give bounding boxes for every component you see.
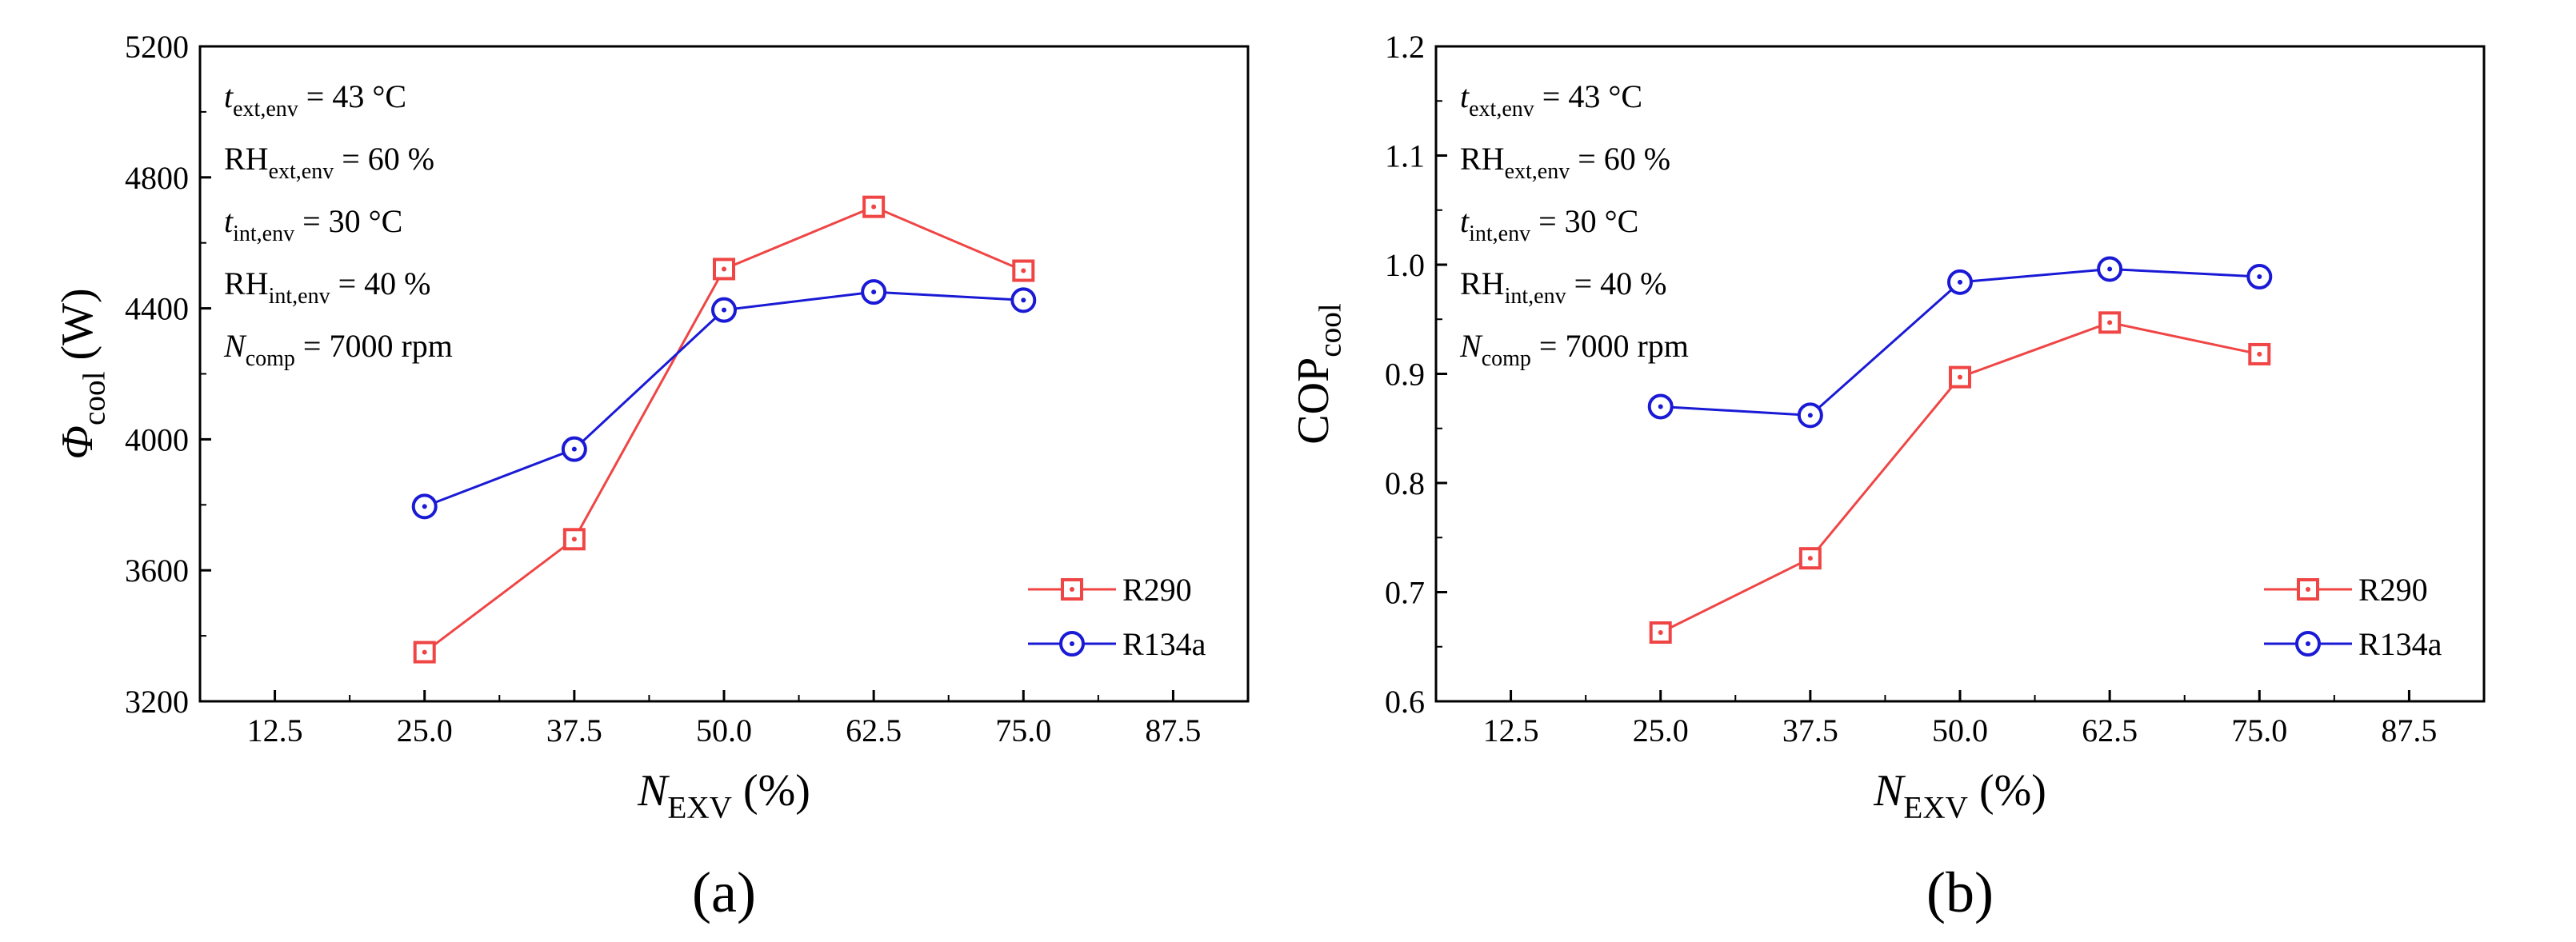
series-line-r134a bbox=[424, 290, 1024, 508]
legend-marker-r290 bbox=[2297, 578, 2319, 601]
series-r134a bbox=[411, 279, 1037, 520]
data-point-r134a bbox=[1647, 393, 1674, 420]
x-axis-label: NEXV (%) bbox=[637, 766, 810, 825]
condition-rh-int: RHint,env = 40 % bbox=[1460, 265, 1666, 309]
data-point-r134a bbox=[1010, 287, 1037, 313]
data-point-r134a bbox=[2246, 264, 2273, 290]
y-tick-label: 1.2 bbox=[1385, 29, 1425, 65]
y-tick-label: 1.1 bbox=[1385, 138, 1425, 174]
x-tick-label: 50.0 bbox=[1932, 712, 1988, 748]
x-tick-label: 12.5 bbox=[247, 712, 303, 748]
series-r290 bbox=[413, 195, 1035, 664]
x-axis-label: NEXV (%) bbox=[1873, 766, 2046, 825]
data-point-r290 bbox=[2098, 311, 2122, 334]
legend-label-r290: R290 bbox=[1122, 572, 1192, 608]
y-tick-label: 4000 bbox=[125, 421, 189, 457]
data-point-r134a bbox=[1947, 269, 1973, 295]
legend-label-r290: R290 bbox=[2358, 572, 2428, 608]
data-point-r134a bbox=[561, 436, 587, 462]
condition-rh-int: RHint,env = 40 % bbox=[224, 265, 430, 309]
series-r290 bbox=[1649, 311, 2271, 645]
data-point-r290 bbox=[862, 195, 886, 218]
data-point-r134a bbox=[411, 493, 438, 520]
condition-n-comp: Ncomp = 7000 rpm bbox=[1459, 328, 1689, 371]
legend-label-r134a: R134a bbox=[2358, 626, 2442, 662]
x-tick-label: 75.0 bbox=[995, 712, 1051, 748]
legend: R290 R134a bbox=[1028, 572, 1206, 662]
y-tick-label: 4800 bbox=[125, 160, 189, 196]
conditions-annotation: text,env = 43 °C RHext,env = 60 % tint,env… bbox=[223, 78, 453, 371]
y-tick-label: 3200 bbox=[125, 684, 189, 720]
y-tick-label: 4400 bbox=[125, 291, 189, 327]
x-tick-label: 87.5 bbox=[2381, 712, 2437, 748]
y-tick-label: 3600 bbox=[125, 553, 189, 589]
condition-rh-ext: RHext,env = 60 % bbox=[224, 141, 434, 184]
condition-t-ext: text,env = 43 °C bbox=[224, 78, 406, 122]
legend-marker-r290 bbox=[1061, 578, 1083, 601]
panel-b-cop-chart: 12.5 25.0 37.5 50.0 62.5 75.0 87.5 0.6 0.7 0.8 0.9… bbox=[1289, 29, 2486, 924]
x-tick-label: 87.5 bbox=[1145, 712, 1201, 748]
legend-marker-r134a bbox=[1059, 631, 1085, 657]
data-point-r134a bbox=[2097, 256, 2123, 282]
conditions-annotation: text,env = 43 °C RHext,env = 60 % tint,env… bbox=[1459, 78, 1689, 371]
condition-rh-ext: RHext,env = 60 % bbox=[1460, 141, 1670, 184]
data-point-r290 bbox=[1649, 621, 1672, 645]
x-tick-label: 50.0 bbox=[696, 712, 752, 748]
y-tick-label: 0.7 bbox=[1385, 575, 1425, 611]
y-tick-label: 0.6 bbox=[1385, 684, 1425, 720]
x-tick-label: 25.0 bbox=[397, 712, 453, 748]
data-point-r290 bbox=[1012, 259, 1035, 282]
x-tick-label: 37.5 bbox=[546, 712, 602, 748]
data-point-r290 bbox=[713, 257, 735, 281]
panel-label: (b) bbox=[1926, 860, 1994, 924]
y-tick-label: 0.9 bbox=[1385, 357, 1425, 393]
legend-marker-r134a bbox=[2295, 631, 2321, 657]
x-tick-label: 37.5 bbox=[1782, 712, 1838, 748]
data-point-r290 bbox=[2248, 342, 2271, 365]
data-point-r290 bbox=[1798, 547, 1822, 570]
condition-t-ext: text,env = 43 °C bbox=[1460, 78, 1642, 122]
x-tick-label: 75.0 bbox=[2231, 712, 2287, 748]
x-tick-label: 12.5 bbox=[1483, 712, 1539, 748]
x-tick-label: 62.5 bbox=[2082, 712, 2138, 748]
legend-label-r134a: R134a bbox=[1122, 626, 1206, 662]
series-r134a bbox=[1647, 256, 2273, 429]
panel-a-cooling-capacity-chart: 12.5 25.0 37.5 50.0 62.5 75.0 87.5 3200 3600 4000… bbox=[53, 29, 1250, 924]
condition-n-comp: Ncomp = 7000 rpm bbox=[223, 328, 453, 371]
data-point-r290 bbox=[413, 641, 436, 664]
condition-t-int: tint,env = 30 °C bbox=[1460, 203, 1638, 246]
data-point-r290 bbox=[1949, 365, 1971, 389]
y-tick-label: 5200 bbox=[125, 29, 189, 65]
y-axis-label: COPcool bbox=[1289, 303, 1348, 445]
y-tick-label: 1.0 bbox=[1385, 247, 1425, 283]
legend: R290 R134a bbox=[2264, 572, 2442, 662]
panel-label: (a) bbox=[692, 860, 756, 924]
condition-t-int: tint,env = 30 °C bbox=[224, 203, 402, 246]
x-tick-label: 25.0 bbox=[1633, 712, 1689, 748]
data-point-r134a bbox=[711, 297, 737, 323]
data-point-r134a bbox=[861, 279, 887, 305]
x-tick-label: 62.5 bbox=[846, 712, 902, 748]
y-tick-label: 0.8 bbox=[1385, 465, 1425, 501]
data-point-r290 bbox=[562, 528, 586, 551]
data-point-r134a bbox=[1797, 402, 1823, 429]
y-axis-label: Φcool (W) bbox=[53, 288, 112, 459]
